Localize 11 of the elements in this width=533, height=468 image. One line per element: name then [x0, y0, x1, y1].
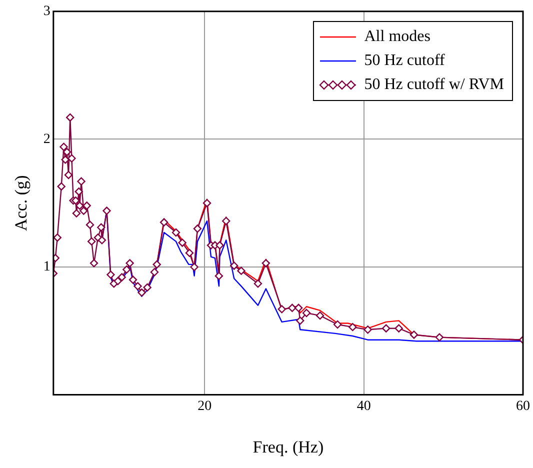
legend-label: 50 Hz cutoff — [364, 51, 445, 72]
y-tick-label: 1 — [43, 260, 50, 275]
y-tick-label: 3 — [43, 4, 50, 20]
x-tick-label: 60 — [516, 398, 530, 414]
x-tick-label: 20 — [198, 398, 212, 414]
legend-label: 50 Hz cutoff w/ RVM — [364, 75, 504, 96]
x-axis-title: Freq. (Hz) — [252, 437, 324, 456]
legend-label: All modes — [364, 27, 430, 48]
y-axis-title: Acc. (g) — [12, 175, 31, 231]
x-tick-label: 40 — [356, 398, 371, 414]
y-tick-label: 2 — [43, 132, 50, 147]
